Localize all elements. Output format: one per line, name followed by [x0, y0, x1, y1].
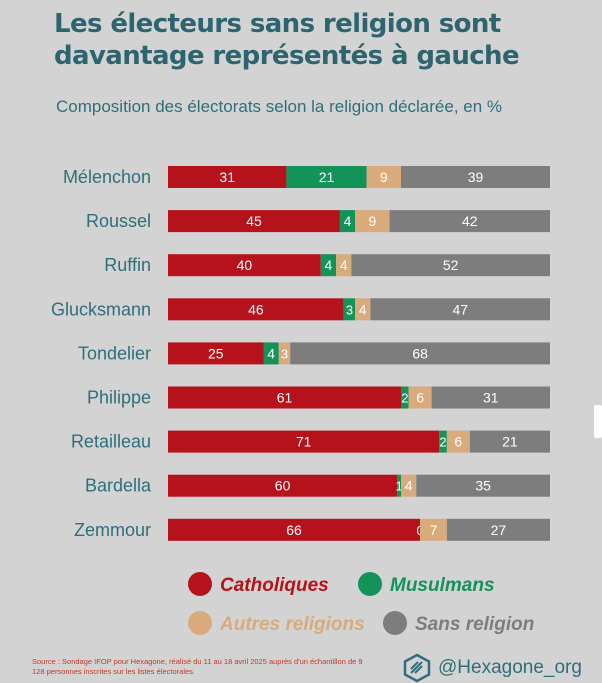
bar-segment-zemmour-catholiques: [168, 518, 421, 541]
category-label-philippe: Philippe: [87, 388, 151, 408]
bar-segment-melenchon-musulmans: [286, 166, 367, 188]
bar-segment-tondelier-catholiques: [168, 342, 264, 365]
data-label-bardella-sans-religion: 35: [475, 478, 491, 494]
bar-segment-ruffin-autres-religions: [336, 254, 352, 277]
data-label-ruffin-musulmans: 4: [325, 257, 333, 273]
data-label-roussel-autres-religions: 9: [368, 213, 376, 229]
data-label-melenchon-musulmans: 21: [319, 169, 335, 185]
data-label-bardella-autres-religions: 4: [405, 478, 413, 494]
data-label-retailleau-autres-religions: 6: [454, 434, 462, 450]
bar-segment-bardella-musulmans: [397, 474, 402, 497]
bar-segment-ruffin-catholiques: [168, 254, 321, 277]
category-label-retailleau: Retailleau: [71, 432, 151, 452]
data-label-glucksmann-sans-religion: 47: [452, 301, 468, 317]
bar-segment-roussel-autres-religions: [355, 210, 390, 233]
data-label-tondelier-catholiques: 25: [208, 345, 224, 361]
category-label-roussel: Roussel: [86, 211, 151, 231]
legend-swatch-musulmans: [358, 572, 382, 596]
category-label-bardella: Bardella: [85, 476, 152, 496]
bar-segment-roussel-musulmans: [339, 210, 356, 233]
hexagon-logo-icon: [403, 653, 431, 683]
bar-segment-zemmour-sans-religion: [446, 518, 550, 541]
data-label-philippe-musulmans: 2: [401, 391, 408, 406]
bar-segment-philippe-sans-religion: [431, 386, 550, 409]
bar-segment-bardella-catholiques: [168, 474, 398, 497]
chart-subtitle: Composition des électorats selon la reli…: [56, 97, 503, 116]
legend-label-musulmans: Musulmans: [390, 575, 495, 596]
data-label-glucksmann-musulmans: 3: [346, 302, 353, 317]
data-label-melenchon-catholiques: 31: [219, 169, 235, 185]
brand[interactable]: @Hexagone_org: [402, 653, 582, 683]
bar-segment-roussel-sans-religion: [389, 210, 550, 233]
data-label-zemmour-sans-religion: 27: [491, 522, 507, 538]
category-label-tondelier: Tondelier: [78, 343, 151, 363]
bar-segment-retailleau-autres-religions: [446, 430, 470, 453]
data-label-roussel-sans-religion: 42: [462, 213, 478, 229]
bar-segment-melenchon-autres-religions: [366, 166, 402, 188]
chart-title: Les électeurs sans religion sont davanta…: [54, 9, 520, 71]
bar-segment-philippe-musulmans: [401, 386, 409, 409]
bar-segment-retailleau-catholiques: [168, 430, 440, 453]
data-label-ruffin-sans-religion: 52: [443, 257, 459, 273]
data-label-glucksmann-catholiques: 46: [248, 301, 264, 317]
data-label-philippe-catholiques: 61: [277, 390, 293, 406]
data-label-zemmour-autres-religions: 7: [430, 522, 438, 538]
bar-segment-tondelier-autres-religions: [278, 342, 291, 365]
data-label-bardella-catholiques: 60: [275, 478, 291, 494]
data-label-tondelier-sans-religion: 68: [412, 345, 428, 361]
legend-swatch-catholiques: [188, 572, 212, 596]
legend-swatch-sans-religion: [383, 611, 407, 635]
bar-segment-philippe-catholiques: [168, 386, 402, 409]
legend-label-sans-religion: Sans religion: [415, 614, 534, 635]
bar-segment-zemmour-autres-religions: [420, 518, 447, 541]
bar-segment-bardella-sans-religion: [416, 474, 550, 497]
bar-segment-retailleau-musulmans: [439, 430, 447, 453]
data-label-tondelier-musulmans: 4: [267, 345, 275, 361]
bar-segment-glucksmann-catholiques: [168, 298, 344, 321]
data-label-tondelier-autres-religions: 3: [281, 346, 288, 361]
data-label-philippe-autres-religions: 6: [416, 390, 424, 406]
category-label-glucksmann: Glucksmann: [51, 299, 151, 319]
bar-segment-bardella-autres-religions: [401, 474, 417, 497]
bar-segment-retailleau-sans-religion: [469, 430, 550, 453]
data-label-philippe-sans-religion: 31: [483, 390, 499, 406]
data-label-roussel-catholiques: 45: [246, 213, 262, 229]
source-note: Source : Sondage IFOP pour Hexagone, réa…: [32, 657, 363, 676]
legend: Catholiques Musulmans Autres religions Sans…: [188, 572, 534, 635]
legend-label-catholiques: Catholiques: [220, 575, 329, 596]
data-label-melenchon-autres-religions: 9: [380, 169, 388, 185]
data-label-zemmour-catholiques: 66: [286, 522, 302, 538]
data-label-melenchon-sans-religion: 39: [468, 169, 484, 185]
data-label-retailleau-musulmans: 2: [439, 435, 446, 450]
side-scroll-tab[interactable]: [594, 405, 602, 438]
data-label-glucksmann-autres-religions: 4: [359, 301, 367, 317]
legend-label-autres-religions: Autres religions: [219, 614, 365, 635]
category-label-ruffin: Ruffin: [104, 255, 151, 275]
bar-segment-glucksmann-sans-religion: [370, 298, 550, 321]
legend-swatch-autres-religions: [188, 611, 212, 635]
bar-segment-melenchon-sans-religion: [401, 166, 550, 188]
bar-segment-philippe-autres-religions: [408, 386, 432, 409]
data-label-ruffin-catholiques: 40: [237, 257, 253, 273]
data-label-bardella-musulmans: 1: [395, 479, 402, 494]
category-label-melenchon: Mélenchon: [63, 167, 151, 187]
bar-segment-ruffin-sans-religion: [351, 254, 550, 277]
bar-segment-melenchon-catholiques: [168, 166, 287, 188]
bar-segment-glucksmann-musulmans: [343, 298, 356, 321]
bar-segment-roussel-catholiques: [168, 210, 340, 233]
brand-handle: @Hexagone_org: [438, 657, 582, 678]
category-label-zemmour: Zemmour: [74, 520, 151, 540]
bar-segment-tondelier-musulmans: [263, 342, 279, 365]
data-label-ruffin-autres-religions: 4: [340, 257, 348, 273]
data-label-roussel-musulmans: 4: [344, 213, 352, 229]
bar-segment-glucksmann-autres-religions: [355, 298, 371, 321]
data-label-retailleau-sans-religion: 21: [502, 434, 518, 450]
data-label-retailleau-catholiques: 71: [296, 434, 312, 450]
bar-segment-tondelier-sans-religion: [290, 342, 550, 365]
bar-segment-ruffin-musulmans: [320, 254, 337, 277]
